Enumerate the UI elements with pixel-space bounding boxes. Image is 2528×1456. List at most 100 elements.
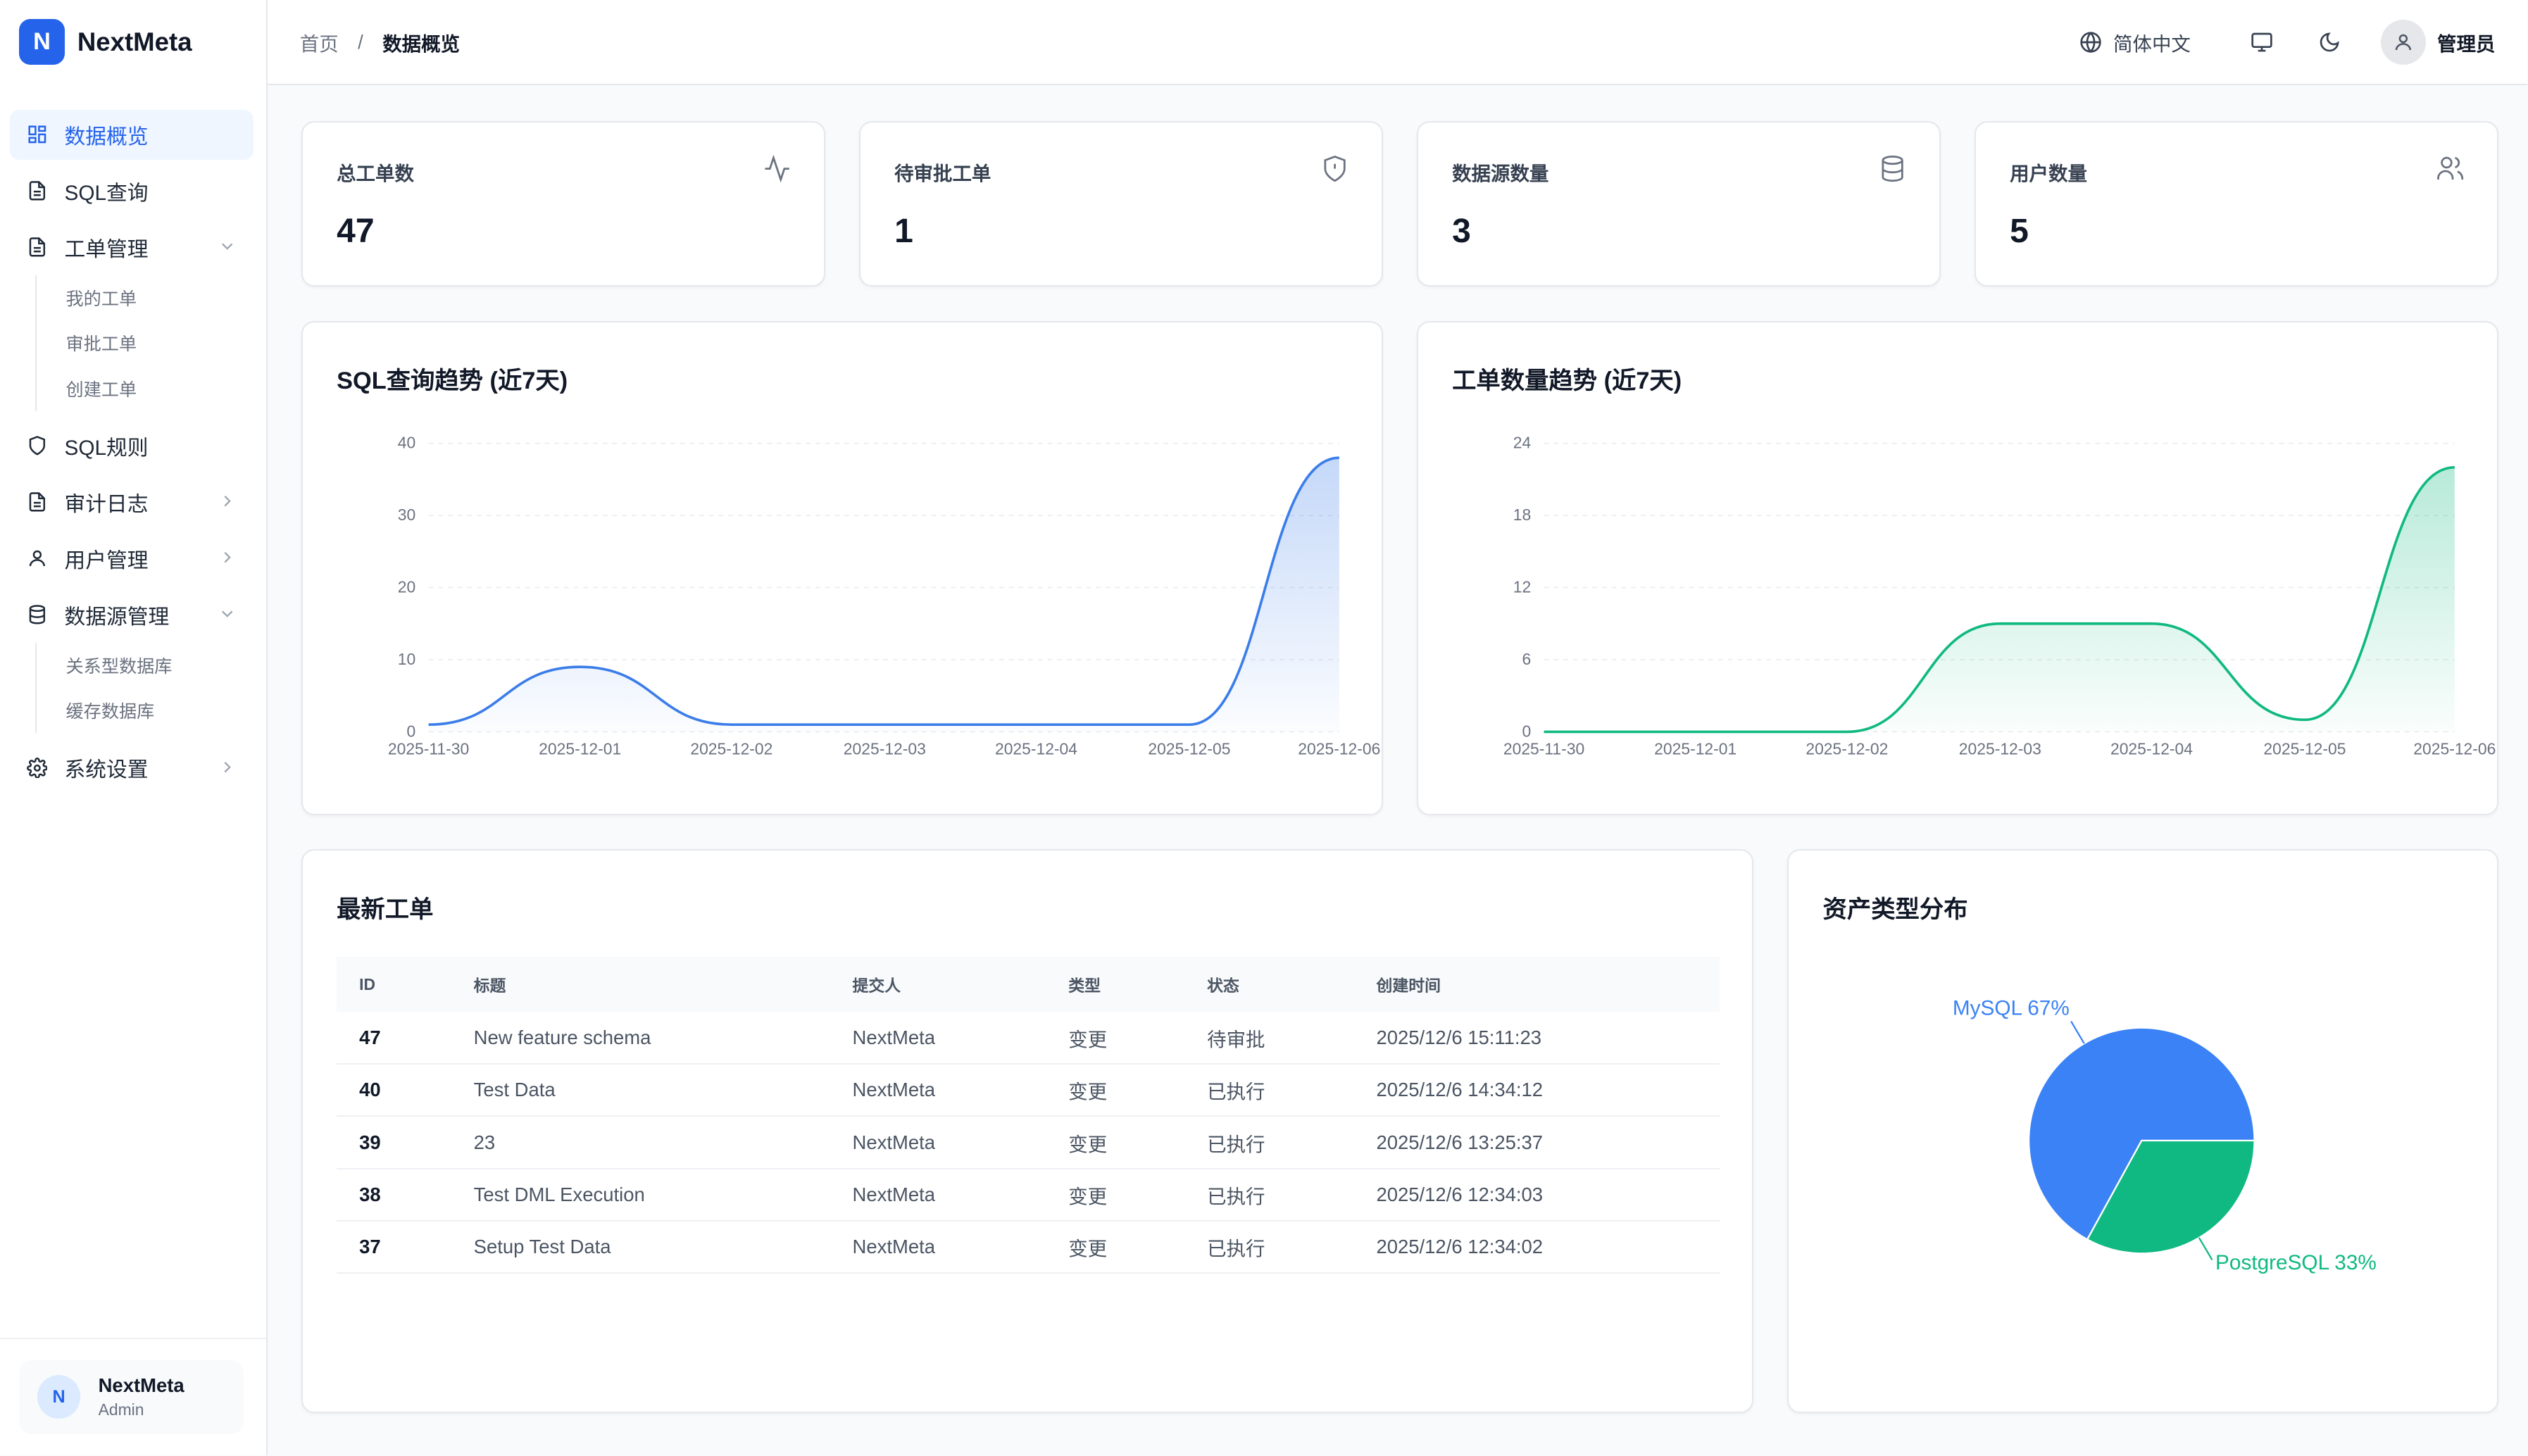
- user-card[interactable]: N NextMeta Admin: [19, 1360, 244, 1434]
- topbar: 首页 / 数据概览 简体中文 管理员: [267, 0, 2528, 86]
- sidebar-subitem-relational-db[interactable]: 关系型数据库: [65, 657, 173, 677]
- breadcrumb-separator: /: [358, 30, 363, 53]
- globe-icon: [2080, 31, 2101, 53]
- asset-type-distribution-card: 资产类型分布 MySQL 67% PostgreSQL 33%: [1787, 849, 2498, 1414]
- ticket-count-trend-card: 工单数量趋势 (近7天) 0 6 12 18 24 2025-11-30 2025-12-0…: [1417, 320, 2498, 816]
- x-tick-label: 2025-11-30: [388, 739, 469, 758]
- sidebar-item-label: 用户管理: [64, 548, 149, 572]
- stat-card-total-tickets: 总工单数 47: [301, 120, 825, 287]
- avatar: N: [37, 1375, 81, 1419]
- datasource-submenu: 关系型数据库 缓存数据库: [35, 643, 253, 734]
- table-cell: 变更: [1046, 1012, 1185, 1065]
- sql-query-trend-chart: 0 10 20 30 40 2025-11-30 2025-12-01 2025-12-02 2…: [388, 433, 1380, 758]
- y-tick-label: 20: [398, 577, 415, 596]
- pie-label-line: [2070, 1021, 2086, 1044]
- column-header: 创建时间: [1376, 977, 1441, 996]
- user-name: NextMeta: [98, 1374, 184, 1397]
- main-content: 首页 / 数据概览 简体中文 管理员: [267, 0, 2528, 1455]
- sidebar-item-dashboard[interactable]: 数据概览: [9, 109, 254, 160]
- ticket-submenu: 我的工单 审批工单 创建工单: [35, 275, 253, 411]
- table-cell: 2025/12/6 13:25:37: [1353, 1116, 1720, 1169]
- brand-name: NextMeta: [77, 27, 192, 56]
- stat-card-users: 用户数量 5: [1975, 120, 2498, 287]
- database-icon: [1882, 156, 1903, 182]
- y-tick-label: 40: [398, 433, 415, 451]
- breadcrumb-current: 数据概览: [382, 32, 461, 55]
- sidebar-item-audit-log[interactable]: 审计日志: [10, 477, 254, 527]
- sidebar-subitem-cache-db[interactable]: 缓存数据库: [65, 702, 155, 722]
- stat-label: 总工单数: [337, 163, 414, 185]
- series-line: [428, 456, 1339, 726]
- stat-label: 数据源数量: [1452, 163, 1549, 185]
- user-icon: [2395, 34, 2412, 50]
- column-header: 提交人: [852, 977, 901, 996]
- chevron-right-icon: [224, 761, 232, 772]
- x-tick-label: 2025-12-06: [2413, 739, 2496, 758]
- user-icon: [26, 547, 49, 570]
- sidebar-item-label: 数据源管理: [64, 605, 170, 629]
- x-tick-label: 2025-12-01: [1654, 739, 1737, 758]
- column-header: 状态: [1207, 977, 1239, 996]
- sidebar-subitem-create-ticket[interactable]: 创建工单: [65, 379, 137, 400]
- sidebar-nav: 数据概览 SQL查询 工单管理 我的工单 审批工单 创建工单: [0, 84, 266, 793]
- y-tick-label: 30: [398, 505, 415, 523]
- table-cell: 已执行: [1184, 1116, 1354, 1169]
- language-switcher[interactable]: 简体中文: [2079, 28, 2191, 56]
- table-row[interactable]: 40 Test Data NextMeta 变更 已执行 2025/12/6 14:34:…: [337, 1064, 1720, 1117]
- table-cell: 待审批: [1184, 1012, 1354, 1065]
- table-cell: 23: [451, 1116, 830, 1169]
- table-row[interactable]: 37 Setup Test Data NextMeta 变更 已执行 2025/12/6 …: [337, 1220, 1720, 1274]
- database-icon: [26, 603, 49, 626]
- stat-value: 1: [894, 211, 913, 250]
- sidebar-item-ticket-management[interactable]: 工单管理: [10, 222, 254, 272]
- language-label: 简体中文: [2113, 32, 2191, 55]
- sidebar-subitem-approve-tickets[interactable]: 审批工单: [65, 334, 137, 355]
- x-tick-label: 2025-12-04: [2110, 739, 2193, 758]
- stat-value: 47: [337, 211, 375, 250]
- table-cell: 37: [337, 1220, 451, 1274]
- sidebar-item-system-settings[interactable]: 系统设置: [10, 743, 254, 793]
- brand-logo: N: [19, 19, 65, 65]
- chevron-down-icon: [222, 243, 233, 251]
- sidebar-subitem-my-tickets[interactable]: 我的工单: [65, 289, 137, 310]
- table-cell: NextMeta: [830, 1064, 1046, 1117]
- stat-value: 3: [1452, 211, 1471, 250]
- table-header-row: ID 标题 提交人 类型 状态 创建时间: [337, 957, 1720, 1012]
- chevron-down-icon: [222, 610, 233, 617]
- stat-label: 用户数量: [2010, 163, 2087, 185]
- x-tick-label: 2025-12-05: [2263, 739, 2346, 758]
- table-cell: Setup Test Data: [451, 1220, 830, 1274]
- x-tick-label: 2025-12-04: [995, 739, 1077, 758]
- theme-toggle-button[interactable]: [2313, 26, 2346, 58]
- sidebar-item-sql-query[interactable]: SQL查询: [10, 166, 254, 216]
- column-header: ID: [359, 974, 375, 993]
- table-cell: 2025/12/6 15:11:23: [1353, 1012, 1720, 1065]
- table-cell: NextMeta: [830, 1220, 1046, 1274]
- monitor-button[interactable]: [2246, 26, 2278, 58]
- file-text-icon: [26, 180, 49, 202]
- chart-title: 工单数量趋势 (近7天): [1452, 368, 1682, 395]
- sidebar-item-user-management[interactable]: 用户管理: [10, 533, 254, 583]
- table-row[interactable]: 38 Test DML Execution NextMeta 变更 已执行 2025/12…: [337, 1168, 1720, 1222]
- sidebar-item-label: 系统设置: [64, 758, 149, 782]
- table-row[interactable]: 47 New feature schema NextMeta 变更 待审批 2025/12…: [337, 1012, 1720, 1065]
- table-row[interactable]: 39 23 NextMeta 变更 已执行 2025/12/6 13:25:37: [337, 1116, 1720, 1169]
- y-tick-label: 0: [1522, 722, 1532, 740]
- sidebar-item-sql-rules[interactable]: SQL规则: [10, 420, 254, 470]
- sidebar-item-label: 审计日志: [64, 492, 149, 516]
- activity-icon: [765, 155, 789, 183]
- table-cell: 38: [337, 1168, 451, 1222]
- sidebar-item-datasource-management[interactable]: 数据源管理: [10, 590, 254, 640]
- pie-slice: [2086, 1140, 2256, 1255]
- table-cell: NextMeta: [830, 1012, 1046, 1065]
- top-actions: 简体中文 管理员: [2079, 19, 2495, 65]
- card-title: 最新工单: [337, 896, 434, 924]
- y-tick-label: 10: [398, 649, 415, 667]
- admin-menu[interactable]: 管理员: [2380, 19, 2495, 65]
- latest-tickets-card: 最新工单 ID 标题 提交人 类型 状态 创建时间 47 New feature …: [301, 849, 1754, 1414]
- brand[interactable]: N NextMeta: [0, 0, 266, 84]
- breadcrumb-home[interactable]: 首页: [299, 32, 339, 55]
- y-tick-label: 18: [1513, 505, 1531, 523]
- series-area: [1544, 467, 2455, 732]
- table-cell: 变更: [1046, 1116, 1185, 1169]
